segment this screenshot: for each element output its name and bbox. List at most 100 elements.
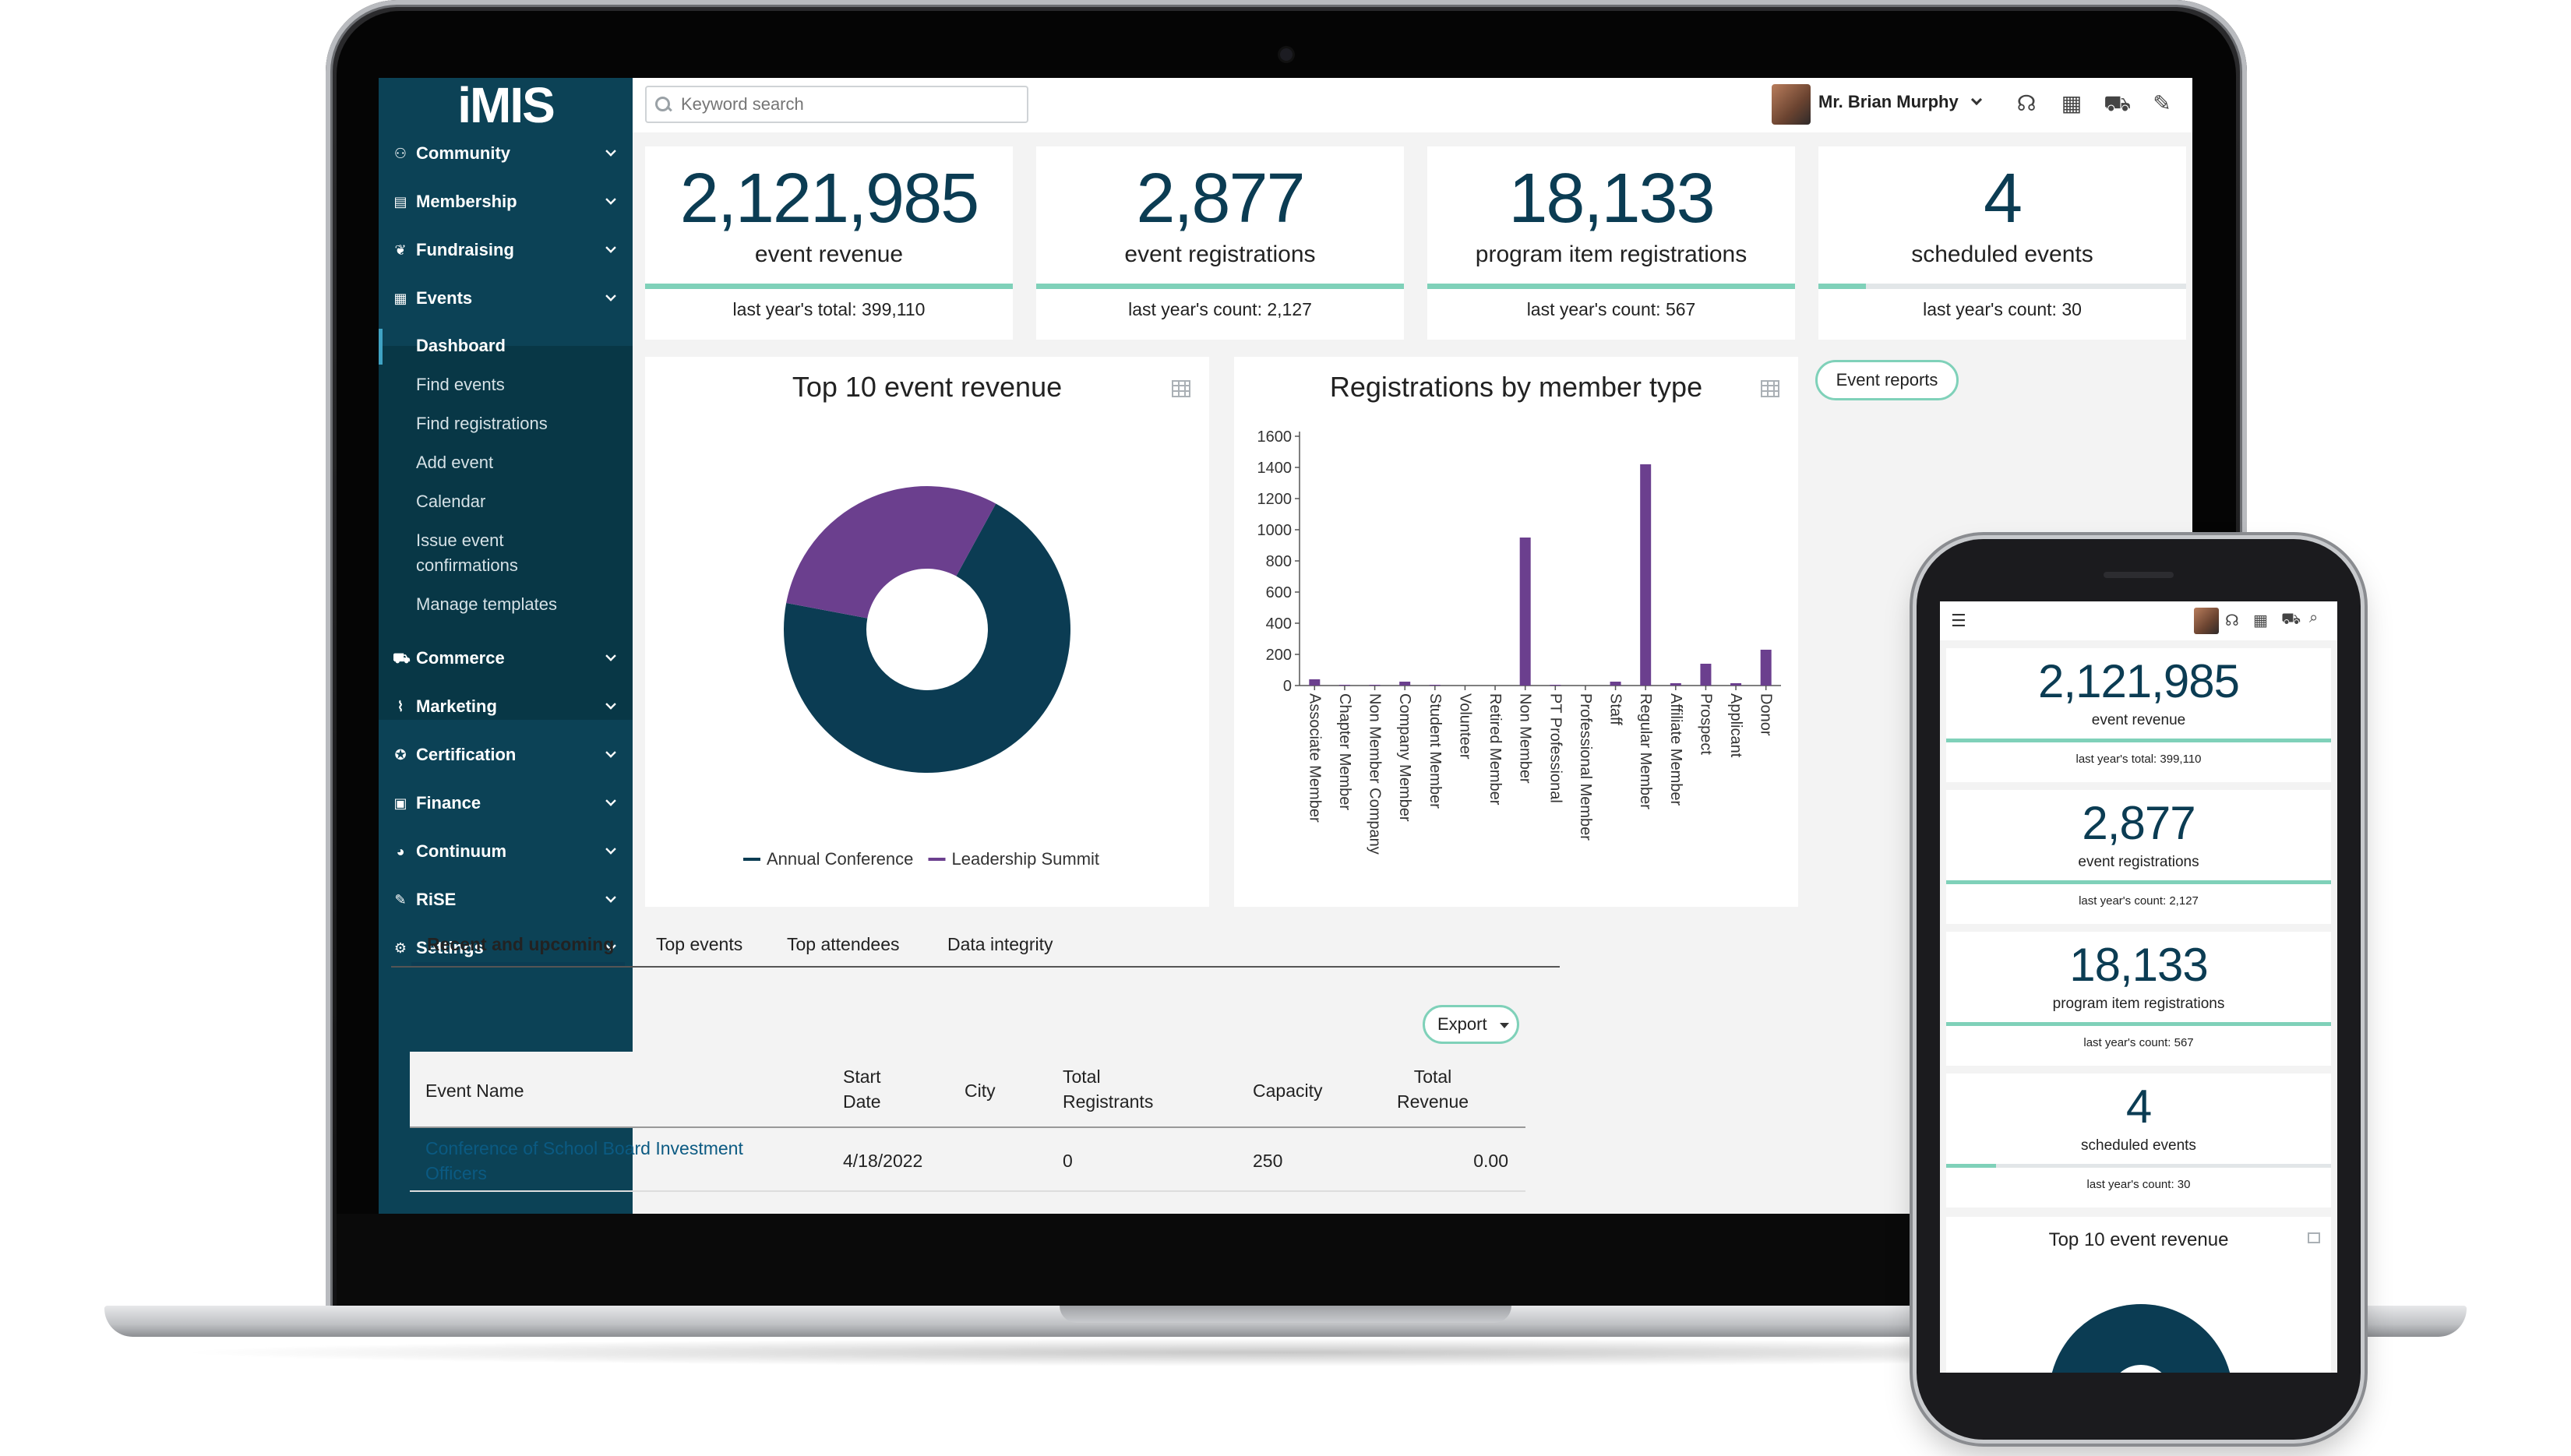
sub-find-events[interactable]: Find events (416, 375, 505, 394)
kpi-subtext: last year's count: 30 (1923, 299, 2082, 319)
kpi-progress-fill (1946, 880, 2331, 884)
calendar-icon[interactable]: ▦ (2253, 612, 2268, 629)
nav-events[interactable]: ▦ Events (379, 274, 633, 323)
col-capacity[interactable]: Capacity (1253, 1081, 1323, 1101)
nav-settings[interactable]: ⚙ Settings (379, 924, 633, 972)
pie-icon: ◕ (396, 844, 405, 859)
sub-find-registrations[interactable]: Find registrations (416, 414, 548, 433)
table-row[interactable]: Conference of School Board Investment Of… (410, 1130, 1525, 1192)
phone-donut-hole (2110, 1365, 2172, 1373)
kpi-subtext: last year's count: 30 (2086, 1178, 2191, 1191)
phone-donut-panel: Top 10 event revenue (1946, 1217, 2331, 1373)
avatar[interactable] (2194, 608, 2219, 634)
phone-kpi-event-revenue: 2,121,985 event revenue last year's tota… (1946, 648, 2331, 782)
user-name[interactable]: Mr. Brian Murphy (1818, 92, 1959, 111)
edit-icon[interactable]: ✎ (2153, 91, 2171, 115)
y-tick-label: 1600 (1257, 428, 1293, 446)
tab-top-events[interactable]: Top events (656, 934, 743, 954)
nav-membership[interactable]: ▤ Membership (379, 178, 633, 226)
kpi-label: program item registrations (1475, 241, 1748, 267)
sub-add-event[interactable]: Add event (416, 453, 494, 472)
kpi-program-item-registrations: 18,133 program item registrations last y… (1427, 146, 1795, 340)
table-header: Event Name Start Date City Total Registr… (410, 1052, 1525, 1128)
sub-issue-confirmations[interactable]: Issue event confirmations (416, 531, 518, 575)
event-name-link[interactable]: Conference of School Board Investment Of… (425, 1138, 743, 1183)
nav-rise[interactable]: ✎ RiSE (379, 876, 633, 924)
table-view-icon[interactable] (1172, 380, 1190, 397)
col-total-registrants[interactable]: Total Registrants (1063, 1066, 1154, 1112)
chevron-down-icon (605, 146, 616, 157)
cart-icon[interactable]: ⛟ (2281, 611, 2301, 628)
kpi-subtext: last year's total: 399,110 (732, 299, 926, 319)
cart-icon[interactable]: ⛟ (2104, 91, 2132, 115)
tab-recent-upcoming[interactable]: Recent and upcoming (411, 927, 625, 966)
top-bar: Mr. Brian Murphy ☊ ▦ ⛟ ✎ (633, 78, 2192, 132)
calendar-icon[interactable]: ▦ (2061, 91, 2083, 115)
x-tick-label: PT Professional (1546, 693, 1564, 803)
bar (1730, 683, 1742, 686)
headset-icon[interactable]: ☊ (2016, 91, 2037, 115)
bar (1760, 650, 1772, 686)
chevron-down-icon (605, 844, 616, 855)
ribbon-icon: ✪ (394, 747, 407, 763)
nav-finance[interactable]: ▣ Finance (379, 779, 633, 827)
kpi-event-registrations: 2,877 event registrations last year's co… (1036, 146, 1404, 340)
kpi-value: 4 (1983, 160, 2023, 238)
search-input[interactable] (679, 93, 1022, 115)
x-tick-label: Retired Member (1487, 693, 1504, 806)
search-icon[interactable]: ⌕ (2309, 609, 2319, 626)
bar (1610, 682, 1621, 686)
table-view-icon[interactable] (2308, 1232, 2320, 1243)
x-tick-label: Professional Member (1577, 693, 1594, 841)
nav-marketing[interactable]: ⌇ Marketing (379, 682, 633, 731)
nav-commerce[interactable]: ⛟ Commerce (379, 634, 633, 682)
kpi-progress-fill (1946, 1164, 1997, 1168)
export-button[interactable]: Export (1423, 1005, 1519, 1044)
nav-fundraising[interactable]: ❦ Fundraising (379, 226, 633, 274)
money-icon: ▣ (393, 795, 407, 811)
tab-data-integrity[interactable]: Data integrity (947, 934, 1053, 954)
nav-label: RiSE (416, 890, 457, 909)
chevron-down-icon (605, 194, 616, 205)
search-icon (654, 96, 672, 113)
headset-icon[interactable]: ☊ (2225, 612, 2239, 629)
nav-label: Finance (416, 793, 481, 813)
phone-kpi-event-registrations: 2,877 event registrations last year's co… (1946, 790, 2331, 924)
nav-label: Commerce (416, 648, 505, 668)
donut-panel: Top 10 event revenue Annual Conference Le… (645, 357, 1209, 907)
chevron-down-icon (605, 699, 616, 710)
kpi-progress-track (1818, 284, 2186, 289)
sub-calendar[interactable]: Calendar (416, 492, 486, 511)
chevron-down-icon[interactable] (1970, 93, 1983, 106)
kpi-progress-track (1946, 1022, 2331, 1026)
event-reports-button[interactable]: Event reports (1815, 360, 1959, 400)
sub-manage-templates[interactable]: Manage templates (416, 594, 557, 614)
donut-chart: Annual Conference Leadership Summit (743, 486, 1099, 869)
table-view-icon[interactable] (1761, 380, 1779, 397)
nav-continuum[interactable]: ◕ Continuum (379, 827, 633, 876)
kpi-progress-track (1427, 284, 1795, 289)
imis-logo[interactable]: iMIS (457, 78, 555, 133)
bar (1309, 679, 1321, 686)
avatar[interactable] (1772, 84, 1811, 125)
tab-top-attendees[interactable]: Top attendees (787, 934, 900, 954)
col-start-date[interactable]: Start Date (843, 1066, 881, 1112)
kpi-subtext: last year's total: 399,110 (2075, 753, 2202, 766)
sub-dashboard[interactable]: Dashboard (416, 336, 506, 355)
col-city[interactable]: City (965, 1081, 996, 1101)
nav-certification[interactable]: ✪ Certification (379, 731, 633, 779)
kpi-subtext: last year's count: 567 (2083, 1036, 2194, 1049)
col-total-revenue[interactable]: Total Revenue (1396, 1066, 1469, 1112)
col-event-name[interactable]: Event Name (425, 1081, 524, 1101)
y-tick-label: 600 (1266, 584, 1292, 601)
x-tick-label: Staff (1607, 693, 1624, 725)
kpi-label: program item registrations (2052, 996, 2225, 1012)
bar (1519, 538, 1531, 686)
events-submenu (379, 346, 633, 720)
active-indicator (379, 329, 383, 365)
bar (1550, 685, 1561, 686)
nav-community[interactable]: ⚇ Community (379, 129, 633, 178)
search-box[interactable] (645, 86, 1028, 123)
phone-kpi-program-item-registrations: 18,133 program item registrations last y… (1946, 932, 2331, 1066)
hamburger-menu-icon[interactable]: ☰ (1951, 611, 1966, 630)
